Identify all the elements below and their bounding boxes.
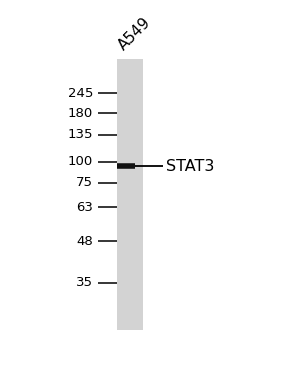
Text: 100: 100 bbox=[68, 156, 93, 169]
Text: 48: 48 bbox=[76, 235, 93, 248]
Text: A549: A549 bbox=[115, 15, 154, 53]
Text: 75: 75 bbox=[76, 176, 93, 189]
Text: 180: 180 bbox=[68, 107, 93, 120]
Text: 245: 245 bbox=[68, 87, 93, 100]
Text: STAT3: STAT3 bbox=[166, 159, 215, 174]
Text: 135: 135 bbox=[68, 128, 93, 141]
Text: 35: 35 bbox=[76, 276, 93, 289]
Text: 63: 63 bbox=[76, 201, 93, 214]
Bar bbox=[117, 60, 144, 330]
